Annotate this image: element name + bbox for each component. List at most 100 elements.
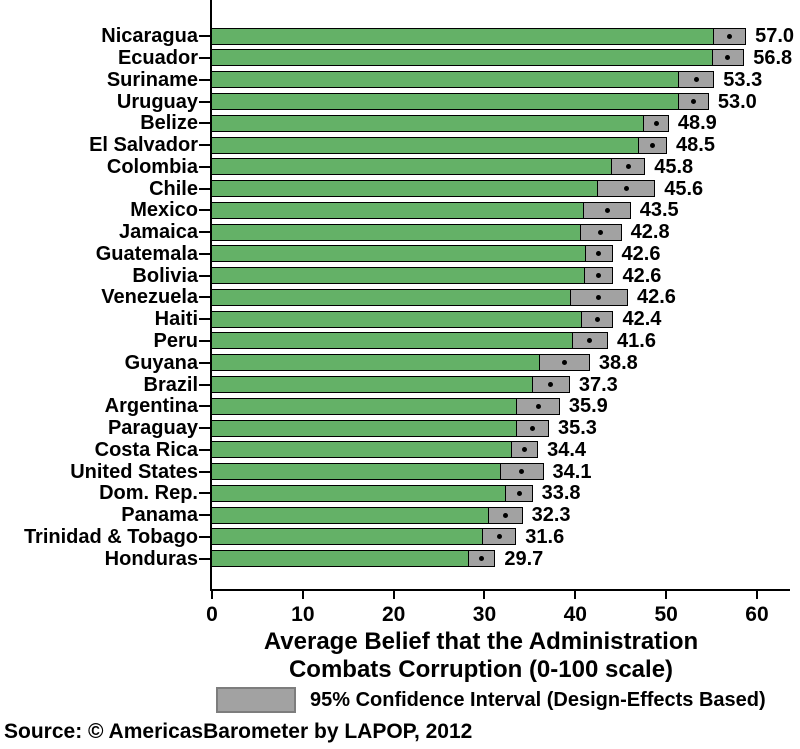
country-label: Haiti: [154, 308, 198, 331]
category-tick: [199, 165, 211, 168]
mean-dot: [521, 447, 527, 453]
category-tick: [199, 35, 211, 38]
value-label: 45.6: [664, 177, 704, 200]
country-label: Uruguay: [116, 90, 198, 113]
mean-dot: [535, 403, 541, 409]
x-tick-mark: [574, 591, 577, 599]
value-label: 56.8: [753, 46, 793, 69]
value-label: 53.0: [717, 90, 757, 113]
country-label: United States: [70, 460, 198, 483]
value-label: 43.5: [639, 199, 679, 222]
mean-bar: [210, 397, 518, 415]
mean-bar: [210, 550, 470, 568]
legend-ci-swatch: [216, 687, 296, 713]
mean-bar: [210, 180, 599, 198]
value-label: 42.4: [622, 308, 662, 331]
x-tick-mark: [483, 591, 486, 599]
value-label: 41.6: [617, 329, 656, 352]
category-tick: [199, 427, 211, 430]
x-tick-label: 0: [206, 603, 218, 626]
category-tick: [199, 339, 211, 342]
mean-bar: [210, 376, 533, 394]
category-tick: [199, 144, 211, 147]
mean-bar: [210, 528, 483, 546]
x-tick-mark: [665, 591, 668, 599]
x-axis-line: [210, 589, 790, 591]
category-tick: [199, 383, 211, 386]
category-tick: [199, 231, 211, 234]
category-tick: [199, 557, 211, 560]
value-label: 45.8: [654, 155, 694, 178]
x-axis-title-line1: Average Belief that the Administration: [263, 628, 699, 655]
x-axis-title-line2: Combats Corruption (0-100 scale): [288, 656, 674, 683]
x-tick-label: 20: [381, 603, 406, 626]
country-label: Mexico: [130, 199, 198, 222]
category-tick: [199, 514, 211, 517]
category-tick: [199, 361, 211, 364]
country-label: Chile: [149, 177, 198, 200]
country-label: Ecuador: [117, 46, 198, 69]
value-label: 38.8: [598, 351, 638, 374]
mean-dot: [596, 273, 602, 279]
value-label: 35.9: [568, 395, 608, 418]
mean-dot: [604, 207, 610, 213]
country-label: Jamaica: [119, 221, 198, 244]
mean-bar: [210, 93, 679, 110]
mean-dot: [516, 490, 522, 496]
mean-bar: [210, 441, 512, 459]
x-axis-title: Average Belief that the Administration C…: [181, 628, 781, 684]
country-label: Nicaragua: [101, 25, 198, 48]
mean-dot: [598, 229, 604, 235]
country-label: Bolivia: [132, 264, 198, 287]
country-label: Costa Rica: [94, 438, 198, 461]
country-label: Belize: [140, 112, 198, 135]
mean-dot: [596, 294, 602, 300]
mean-bar: [210, 484, 507, 502]
x-tick-mark: [211, 591, 213, 599]
country-label: Brazil: [143, 373, 198, 396]
category-tick: [199, 187, 211, 190]
category-tick: [199, 274, 211, 277]
value-label: 31.6: [525, 525, 565, 548]
mean-dot: [530, 425, 536, 431]
country-label: Peru: [153, 329, 198, 352]
country-label: Paraguay: [107, 417, 198, 440]
value-label: 42.6: [637, 286, 676, 309]
mean-dot: [650, 142, 656, 148]
x-tick-label: 60: [745, 603, 769, 626]
category-tick: [199, 122, 211, 125]
category-tick: [199, 209, 211, 212]
country-label: Honduras: [104, 547, 198, 570]
value-label: 34.4: [547, 438, 587, 461]
mean-bar: [210, 245, 587, 263]
mean-dot: [623, 186, 629, 192]
category-tick: [199, 100, 211, 103]
mean-dot: [502, 512, 508, 518]
value-label: 34.1: [552, 460, 592, 483]
value-label: 32.3: [531, 504, 571, 527]
country-label: Panama: [121, 504, 198, 527]
mean-bar: [210, 201, 585, 219]
legend-label: 95% Confidence Interval (Design-Effects …: [310, 689, 766, 711]
value-label: 53.3: [723, 68, 763, 91]
mean-dot: [594, 316, 600, 322]
x-tick-label: 50: [654, 603, 678, 626]
mean-dot: [561, 360, 567, 366]
category-tick: [199, 252, 211, 255]
mean-dot: [519, 469, 525, 475]
mean-bar: [210, 158, 612, 176]
category-tick: [199, 56, 211, 59]
x-tick-mark: [392, 591, 395, 599]
country-label: Guatemala: [95, 242, 198, 265]
country-label: Argentina: [104, 395, 198, 418]
value-label: 42.8: [630, 221, 670, 244]
mean-dot: [548, 382, 554, 388]
mean-dot: [625, 164, 631, 170]
mean-bar: [210, 332, 573, 350]
category-tick: [199, 492, 211, 495]
y-axis-line: [210, 0, 212, 591]
value-label: 33.8: [541, 482, 581, 505]
value-label: 37.3: [578, 373, 618, 396]
x-tick-mark: [755, 591, 758, 599]
legend: 95% Confidence Interval (Design-Effects …: [0, 686, 800, 714]
